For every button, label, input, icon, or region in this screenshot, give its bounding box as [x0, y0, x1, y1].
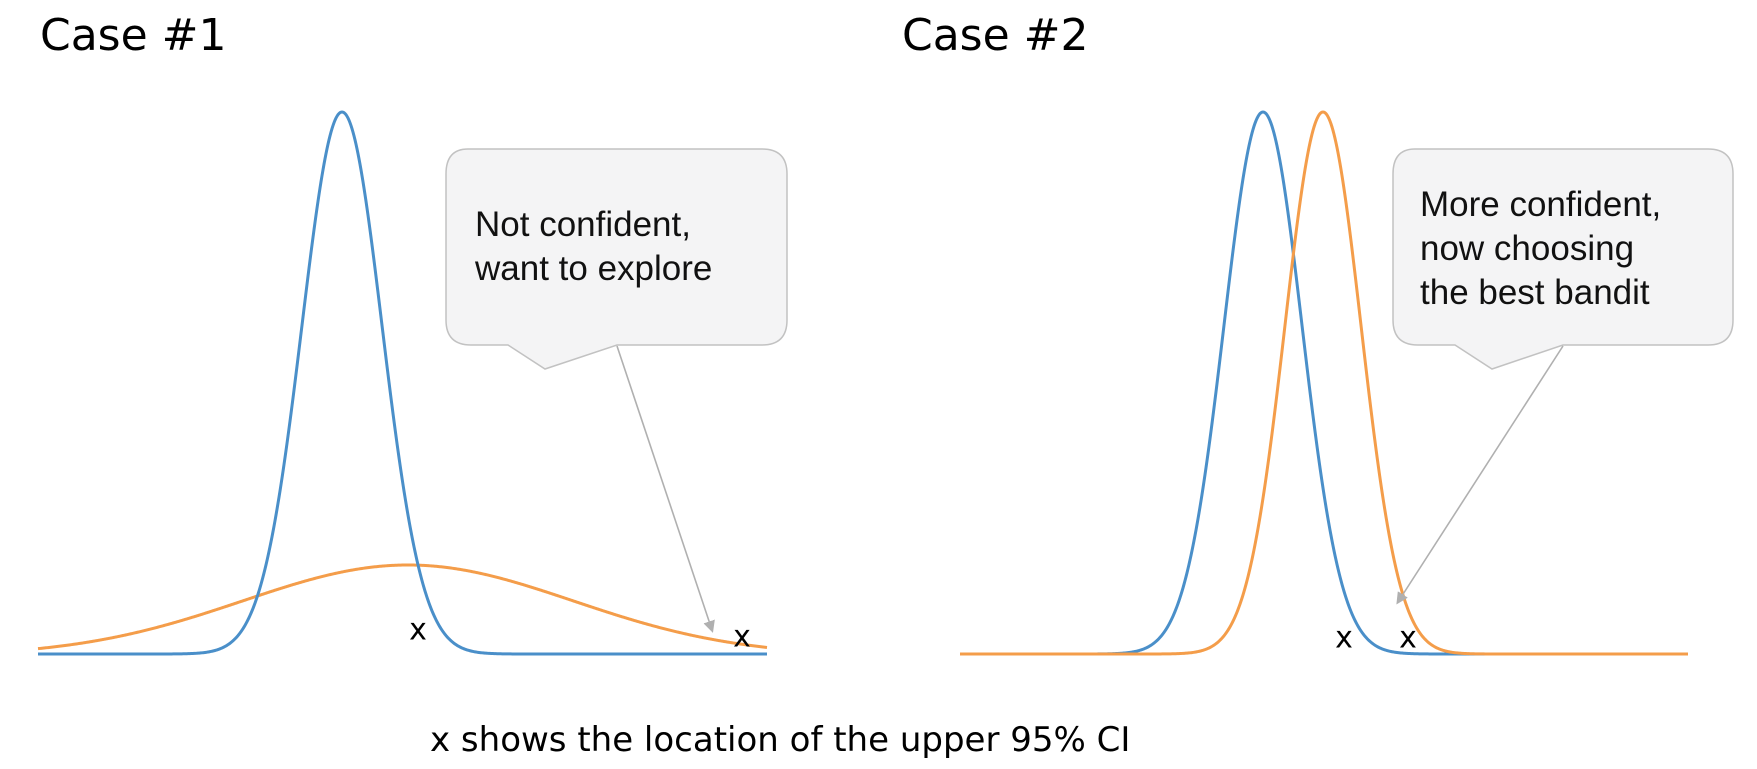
case2-title: Case #2 [902, 10, 1089, 61]
case1-callout-pointer [616, 345, 715, 633]
case1-callout-line: Not confident, [475, 205, 691, 244]
case1-panel: x x [37, 110, 788, 656]
case2-orange-curve [960, 110, 1688, 656]
case2-callout-bubble [1392, 148, 1734, 370]
case1-orange-ci-marker: x [733, 620, 751, 655]
case2-orange-ci-marker: x [1399, 621, 1417, 656]
case1-callout-line: want to explore [475, 249, 713, 288]
case2-callout-text: More confident, now choosing the best ba… [1420, 183, 1661, 315]
case2-blue-ci-marker: x [1335, 621, 1353, 656]
figure-caption: x shows the location of the upper 95% CI [430, 720, 1131, 760]
case1-callout-text: Not confident, want to explore [475, 203, 712, 291]
case2-callout-line: the best bandit [1420, 273, 1650, 312]
case2-callout-line: More confident, [1420, 185, 1662, 224]
case2-callout-pointer [1396, 345, 1564, 605]
case1-title: Case #1 [40, 10, 227, 61]
case1-callout-bubble [445, 148, 788, 370]
case1-blue-ci-marker: x [409, 613, 427, 648]
case1-orange-curve [37, 563, 768, 651]
case1-blue-curve [38, 110, 767, 656]
case2-panel: x x [960, 110, 1734, 656]
case2-callout-line: now choosing [1420, 229, 1635, 268]
